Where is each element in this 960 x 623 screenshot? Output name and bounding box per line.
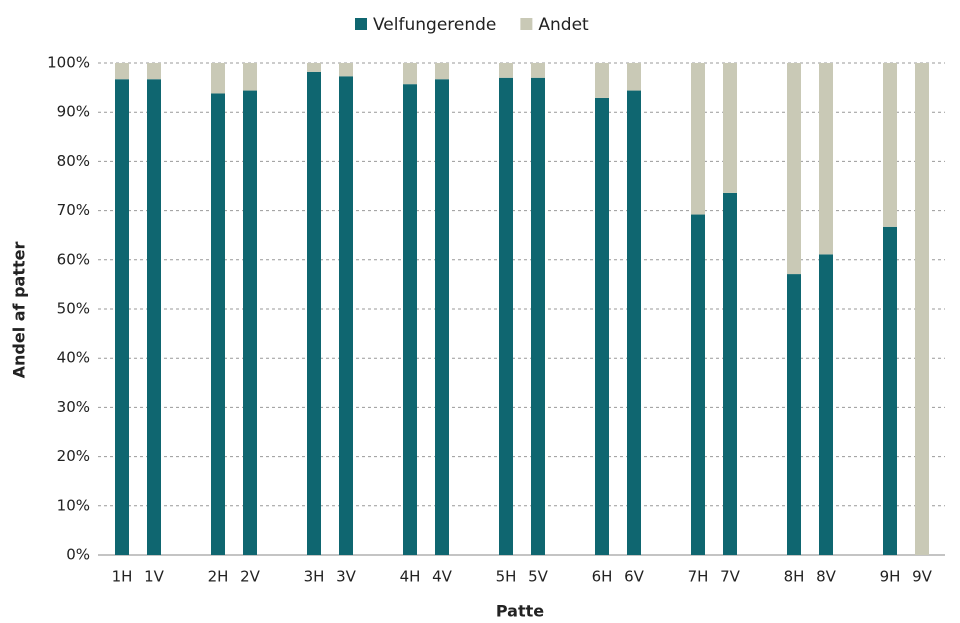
x-tick-label: 6H [592, 568, 613, 586]
bar-segment [115, 79, 129, 556]
bar-segment [595, 97, 609, 555]
legend-swatch [355, 18, 367, 30]
legend-swatch [520, 18, 533, 30]
y-tick-label: 80% [57, 152, 90, 170]
y-tick-label: 60% [57, 250, 90, 268]
y-axis-title: Andel af patter [10, 242, 29, 379]
y-tick-label: 20% [57, 447, 90, 465]
y-tick-label: 40% [57, 349, 90, 367]
bar-segment [915, 63, 929, 555]
bar-segment [499, 63, 513, 78]
bar-segment [339, 63, 353, 77]
bar-segment [627, 63, 641, 91]
bar-segment [883, 226, 897, 555]
bar-segment [243, 90, 257, 555]
bar-segment [819, 254, 833, 555]
y-tick-label: 70% [57, 201, 90, 219]
bar-segment [627, 90, 641, 555]
bar-segment [787, 274, 801, 555]
x-tick-label: 7H [688, 568, 709, 586]
y-tick-label: 100% [47, 54, 90, 72]
x-tick-label: 8H [784, 568, 805, 586]
bar-segment [531, 63, 545, 78]
bar-segment [595, 63, 609, 98]
x-tick-label: 4V [432, 568, 453, 586]
y-tick-label: 0% [66, 546, 90, 564]
bar-segment [499, 77, 513, 555]
y-tick-label: 10% [57, 496, 90, 514]
x-tick-label: 5V [528, 568, 549, 586]
bar-segment [883, 63, 897, 227]
x-tick-label: 2V [240, 568, 261, 586]
bar-segment [147, 63, 161, 80]
x-tick-label: 2H [208, 568, 229, 586]
bar-segment [691, 63, 705, 215]
bar-segment [211, 63, 225, 94]
x-tick-label: 3V [336, 568, 357, 586]
x-tick-label: 8V [816, 568, 837, 586]
bar-segment [403, 63, 417, 85]
bar-segment [211, 93, 225, 555]
y-tick-label: 90% [57, 103, 90, 121]
x-tick-label: 3H [304, 568, 325, 586]
x-tick-label: 5H [496, 568, 517, 586]
bar-segment [403, 84, 417, 555]
bar-segment [147, 79, 161, 556]
bar-segment [723, 63, 737, 193]
x-tick-label: 1V [144, 568, 165, 586]
bar-segment [243, 63, 257, 91]
bar-segment [339, 76, 353, 555]
x-tick-label: 9V [912, 568, 933, 586]
bar-segment [307, 71, 321, 555]
bar-segment [819, 63, 833, 255]
x-tick-label: 1H [112, 568, 133, 586]
legend-label: Velfungerende [373, 15, 496, 35]
bar-segment [691, 214, 705, 555]
y-tick-label: 30% [57, 398, 90, 416]
x-axis-title: Patte [496, 602, 544, 621]
bar-segment [723, 192, 737, 555]
x-tick-label: 9H [880, 568, 901, 586]
x-tick-label: 4H [400, 568, 421, 586]
bar-segment [115, 63, 129, 80]
bar-segment [307, 63, 321, 72]
legend-label: Andet [538, 15, 589, 35]
bar-segment [435, 63, 449, 80]
x-tick-label: 7V [720, 568, 741, 586]
bar-segment [435, 79, 449, 556]
y-tick-label: 50% [57, 300, 90, 318]
bar-segment [531, 77, 545, 555]
bar-segment [787, 63, 801, 275]
x-tick-label: 6V [624, 568, 645, 586]
